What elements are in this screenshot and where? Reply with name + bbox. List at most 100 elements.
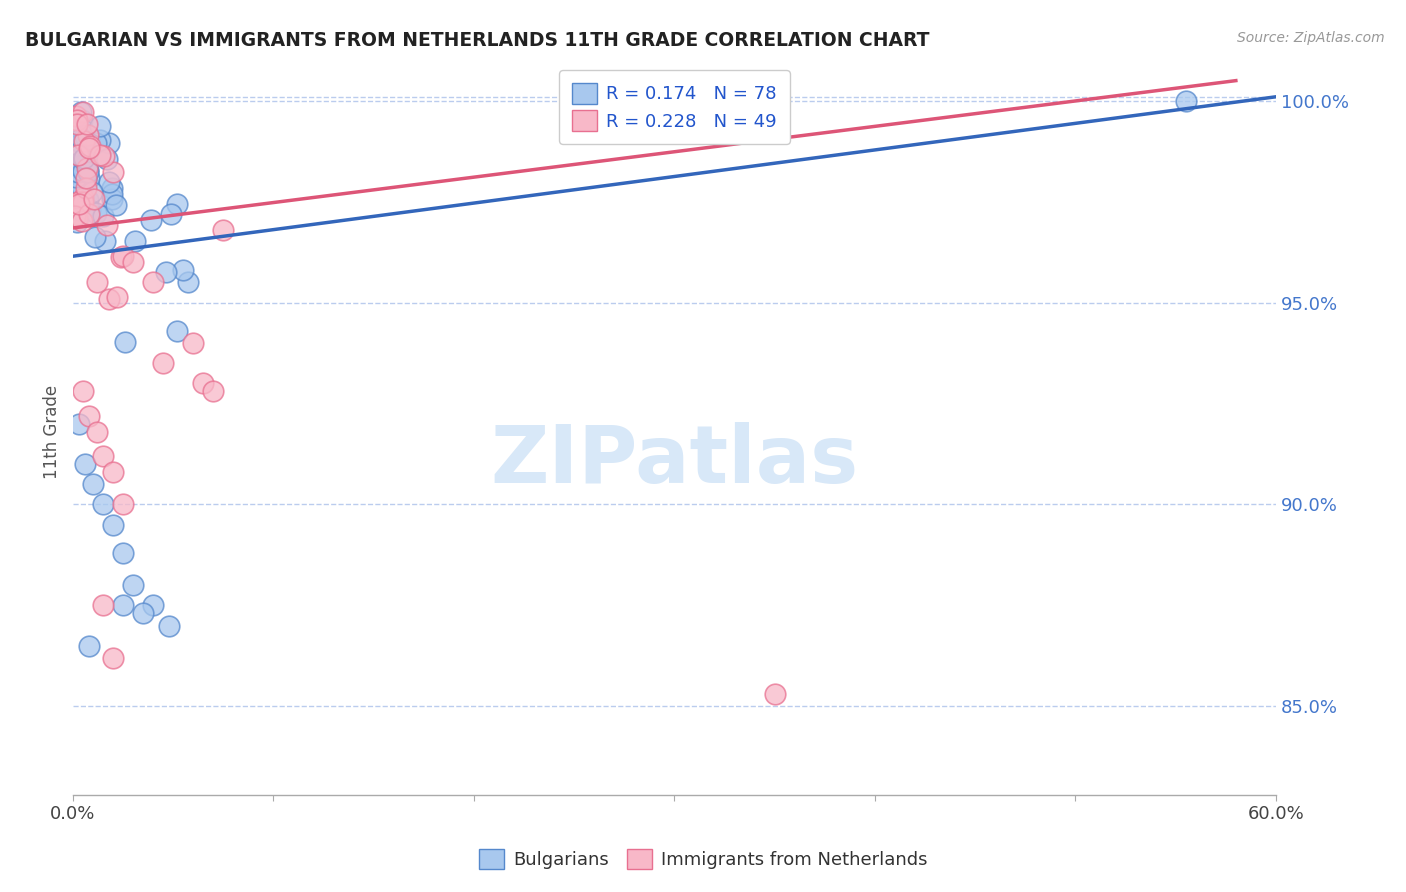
Legend: Bulgarians, Immigrants from Netherlands: Bulgarians, Immigrants from Netherlands [470, 839, 936, 879]
Point [76, 161, 98, 176]
Point [77, 207, 100, 221]
Point [76, 164, 98, 178]
Point [66, 117, 89, 131]
Point [72, 191, 94, 205]
Point [65, 210, 87, 224]
Point [112, 498, 135, 512]
Point [763, 687, 786, 701]
Point [66, 215, 89, 229]
Point [89, 119, 111, 133]
Point [77, 170, 100, 185]
Point [172, 263, 194, 277]
Point [105, 290, 128, 304]
Point [72, 194, 94, 209]
Point [101, 192, 124, 206]
Point [142, 599, 165, 613]
Point [73, 160, 96, 174]
Point [89, 133, 111, 147]
Point [86, 136, 108, 150]
Point [212, 223, 235, 237]
Point [112, 546, 135, 560]
Point [124, 235, 146, 249]
Point [89, 147, 111, 161]
Point [77, 128, 100, 142]
Point [72, 152, 94, 166]
Point [111, 249, 134, 263]
Point [98, 136, 121, 151]
Point [141, 212, 163, 227]
Point [72, 214, 94, 228]
Point [193, 376, 215, 391]
Point [75, 155, 97, 169]
Point [75, 157, 97, 171]
Point [101, 165, 124, 179]
Point [122, 255, 145, 269]
Point [83, 230, 105, 244]
Point [94, 234, 117, 248]
Point [66, 165, 89, 179]
Point [91, 599, 114, 613]
Point [181, 336, 204, 351]
Point [110, 250, 132, 264]
Point [70, 169, 93, 184]
Point [70, 130, 93, 145]
Point [98, 292, 121, 306]
Point [65, 177, 87, 191]
Point [96, 218, 118, 232]
Point [86, 205, 108, 219]
Point [66, 211, 89, 225]
Point [67, 148, 90, 162]
Point [72, 163, 94, 178]
Point [177, 276, 200, 290]
Point [67, 145, 90, 160]
Point [112, 599, 135, 613]
Point [166, 196, 188, 211]
Text: Source: ZipAtlas.com: Source: ZipAtlas.com [1237, 31, 1385, 45]
Text: ZIPatlas: ZIPatlas [491, 422, 859, 500]
Point [79, 202, 101, 217]
Point [67, 417, 90, 431]
Point [152, 356, 174, 370]
Point [73, 134, 96, 148]
Point [77, 409, 100, 423]
Point [1174, 94, 1197, 108]
Point [91, 209, 114, 223]
Point [101, 180, 124, 194]
Point [83, 192, 105, 206]
Point [69, 136, 91, 150]
Point [93, 149, 115, 163]
Point [70, 121, 93, 136]
Point [91, 449, 114, 463]
Point [75, 171, 97, 186]
Point [77, 163, 100, 178]
Point [166, 324, 188, 338]
Point [75, 181, 97, 195]
Point [65, 109, 87, 123]
Point [75, 172, 97, 186]
Point [86, 425, 108, 439]
Point [100, 186, 122, 201]
Point [67, 194, 90, 209]
Point [67, 138, 90, 153]
Point [79, 141, 101, 155]
Point [202, 384, 225, 399]
Point [72, 203, 94, 218]
Point [70, 105, 93, 120]
Point [114, 334, 136, 349]
Text: BULGARIAN VS IMMIGRANTS FROM NETHERLANDS 11TH GRADE CORRELATION CHART: BULGARIAN VS IMMIGRANTS FROM NETHERLANDS… [25, 31, 929, 50]
Point [91, 498, 114, 512]
Point [67, 159, 90, 173]
Point [122, 578, 145, 592]
Point [73, 457, 96, 471]
Point [159, 207, 181, 221]
Point [65, 190, 87, 204]
Point [101, 517, 124, 532]
Point [105, 198, 128, 212]
Point [82, 185, 104, 199]
Point [96, 152, 118, 166]
Point [66, 112, 89, 127]
Point [79, 138, 101, 153]
Point [157, 618, 180, 632]
Point [76, 128, 98, 142]
Point [132, 607, 155, 621]
